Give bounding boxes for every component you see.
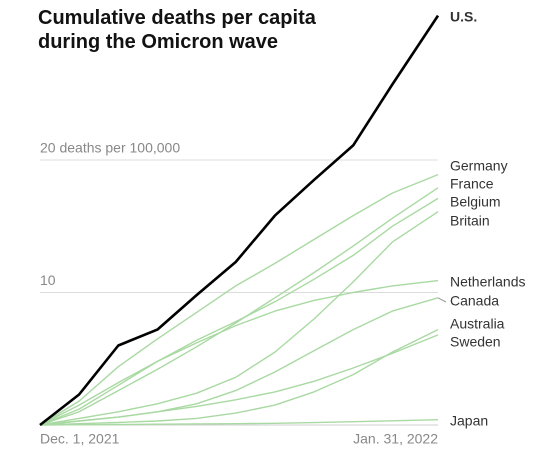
- series-line: [39, 297, 439, 426]
- legend-label: Sweden: [450, 334, 501, 350]
- series-line: [39, 211, 439, 426]
- legend-label: Belgium: [450, 194, 501, 210]
- legend-label: U.S.: [450, 9, 477, 25]
- series-line: [39, 419, 439, 426]
- x-tick-label: Jan. 31, 2022: [353, 431, 438, 447]
- legend-label: Australia: [450, 316, 505, 332]
- series-line: [39, 14, 440, 427]
- leader-line: [437, 297, 447, 303]
- chart-title: Cumulative deaths per capita during the …: [38, 7, 316, 53]
- y-tick-label: 10: [40, 272, 56, 288]
- legend-label: Britain: [450, 213, 490, 229]
- series-line: [39, 328, 439, 426]
- x-tick-label: Dec. 1, 2021: [40, 431, 120, 447]
- series-line: [39, 279, 439, 426]
- legend-label: Netherlands: [450, 274, 526, 290]
- legend-label: Canada: [450, 293, 499, 309]
- legend-label: France: [450, 176, 494, 192]
- series-line: [39, 187, 439, 426]
- series-line: [39, 334, 439, 426]
- series-line: [39, 197, 439, 426]
- legend-label: Germany: [450, 158, 508, 174]
- series-line: [39, 173, 439, 426]
- y-tick-label: 20 deaths per 100,000: [40, 140, 180, 156]
- legend-label: Japan: [450, 413, 488, 429]
